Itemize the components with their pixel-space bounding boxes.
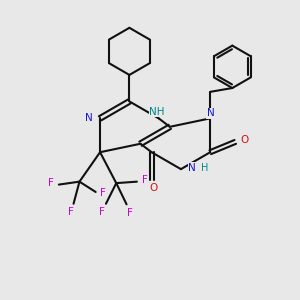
Text: F: F	[100, 188, 106, 198]
Text: F: F	[99, 207, 104, 217]
Text: N: N	[85, 113, 93, 123]
Text: N: N	[207, 108, 215, 118]
Text: F: F	[48, 178, 53, 188]
Text: NH: NH	[149, 107, 165, 117]
Text: H: H	[201, 163, 209, 173]
Text: F: F	[68, 207, 74, 217]
Text: O: O	[149, 183, 157, 194]
Text: F: F	[127, 208, 132, 218]
Text: N: N	[188, 163, 196, 173]
Text: F: F	[142, 175, 148, 185]
Text: O: O	[240, 135, 248, 146]
